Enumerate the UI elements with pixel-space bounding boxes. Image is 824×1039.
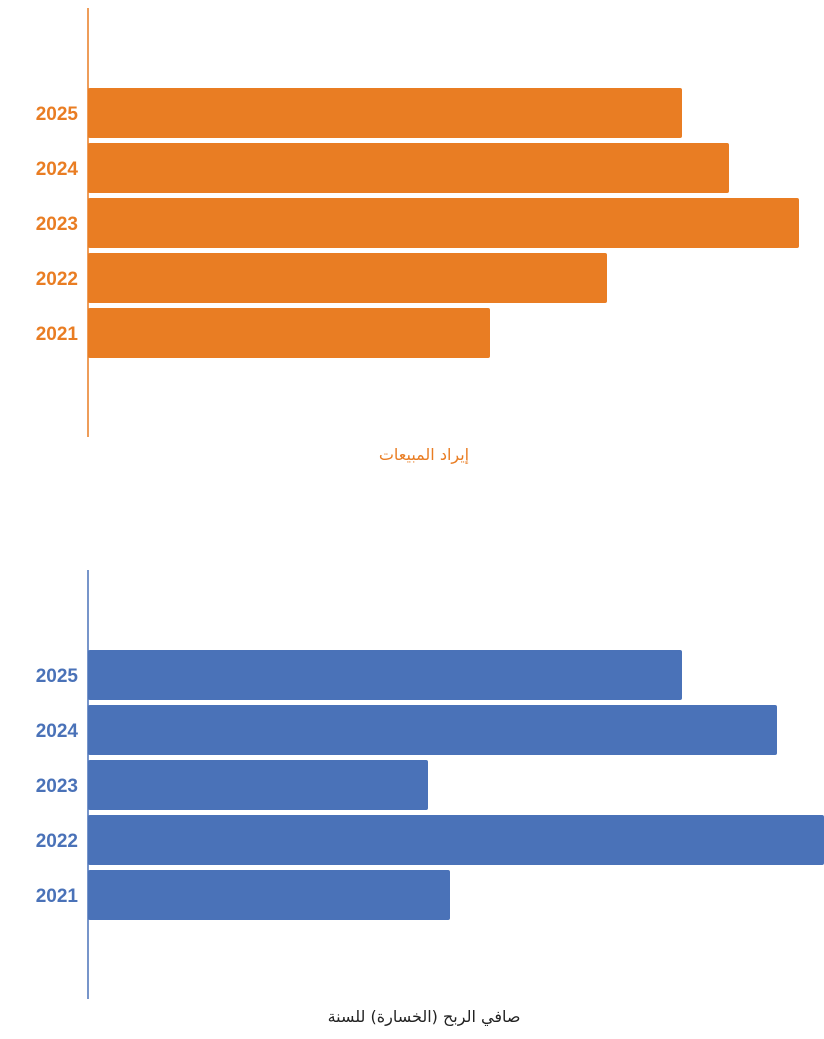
bar-2025: [88, 650, 682, 700]
bar-2021: [88, 870, 450, 920]
bar-2025: [88, 88, 682, 138]
bar-2022: [88, 253, 607, 303]
y-tick-label-2021: 2021: [36, 324, 79, 345]
net-profit-chart: 2025 2024 2023 2022 2021 صافي الربح (الخسارة)…: [36, 570, 824, 1027]
y-tick-label-2024: 2024: [36, 159, 79, 180]
bar-2024: [88, 705, 777, 755]
y-tick-label-2022: 2022: [36, 269, 78, 290]
y-tick-label-2025: 2025: [36, 104, 79, 125]
bar-2021: [88, 308, 490, 358]
y-tick-label-2022: 2022: [36, 831, 78, 852]
bar-2023: [88, 198, 799, 248]
bar-2022: [88, 815, 824, 865]
sales-revenue-chart: 2025 2024 2023 2022 2021 إيراد المبيعات: [36, 8, 799, 465]
bar-2023: [88, 760, 428, 810]
x-axis-label: صافي الربح (الخسارة) للسنة: [328, 1007, 521, 1027]
x-axis-label: إيراد المبيعات: [379, 445, 469, 465]
y-tick-label-2023: 2023: [36, 776, 78, 797]
y-tick-label-2023: 2023: [36, 214, 78, 235]
y-tick-label-2024: 2024: [36, 721, 79, 742]
bar-2024: [88, 143, 729, 193]
y-tick-label-2021: 2021: [36, 886, 79, 907]
y-tick-label-2025: 2025: [36, 666, 79, 687]
